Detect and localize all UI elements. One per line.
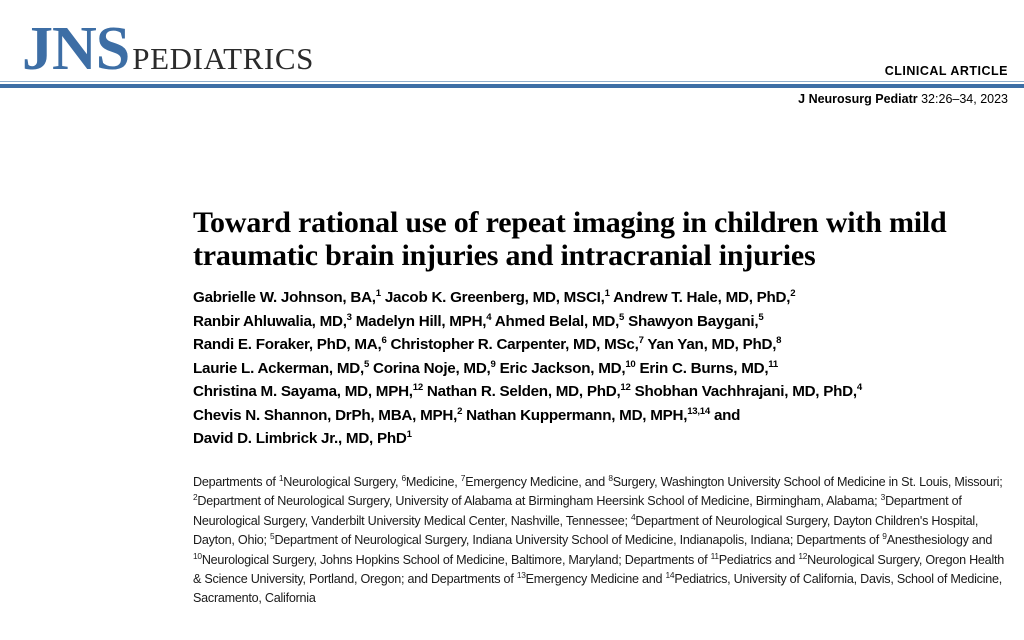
affiliation-marker: 7 bbox=[638, 334, 644, 346]
affiliation-marker: 2 bbox=[790, 287, 796, 299]
affiliation-marker: 9 bbox=[882, 531, 887, 542]
affiliation-marker: 10 bbox=[193, 550, 202, 561]
affiliation-marker: 9 bbox=[490, 358, 496, 370]
affiliations-block: Departments of 1Neurological Surgery, 6M… bbox=[193, 472, 1004, 606]
article-type-label: CLINICAL ARTICLE bbox=[884, 64, 1008, 78]
affiliation-marker: 13 bbox=[516, 569, 526, 580]
author-line: David D. Limbrick Jr., MD, PhD1 bbox=[193, 428, 412, 447]
affiliation-marker: 8 bbox=[608, 472, 613, 483]
author-list: Gabrielle W. Johnson, BA,1 Jacob K. Gree… bbox=[193, 286, 993, 451]
affiliation-marker: 12 bbox=[412, 381, 423, 393]
affiliation-marker: 12 bbox=[798, 550, 808, 561]
affiliation-marker: 10 bbox=[625, 358, 636, 370]
affiliation-marker: 1 bbox=[406, 428, 412, 440]
affiliation-marker: 4 bbox=[486, 311, 492, 323]
affiliation-marker: 5 bbox=[758, 311, 764, 323]
journal-logo-jns: JNS bbox=[22, 15, 130, 83]
affiliation-marker: 2 bbox=[193, 492, 198, 503]
author-line: Gabrielle W. Johnson, BA,1 Jacob K. Gree… bbox=[193, 287, 796, 306]
author-line: Christina M. Sayama, MD, MPH,12 Nathan R… bbox=[193, 381, 862, 400]
affiliation-marker: 11 bbox=[768, 358, 778, 370]
affiliation-marker: 4 bbox=[631, 511, 636, 522]
affiliation-marker: 5 bbox=[619, 311, 625, 323]
masthead-rule-hairline bbox=[0, 81, 1024, 82]
masthead: JNS PEDIATRICS CLINICAL ARTICLE J Neuros… bbox=[0, 0, 1024, 106]
citation-journal-name: J Neurosurg Pediatr bbox=[798, 92, 918, 106]
affiliation-marker: 6 bbox=[401, 472, 406, 483]
page-title: Toward rational use of repeat imaging in… bbox=[193, 206, 947, 273]
affiliation-marker: 5 bbox=[270, 531, 275, 542]
affiliation-marker: 11 bbox=[710, 550, 719, 561]
affiliation-marker: 13,14 bbox=[687, 405, 710, 417]
citation-volume-pages-year: 32:26–34, 2023 bbox=[921, 92, 1008, 106]
author-line: Laurie L. Ackerman, MD,5 Corina Noje, MD… bbox=[193, 358, 778, 377]
affiliation-marker: 12 bbox=[620, 381, 631, 393]
affiliation-marker: 6 bbox=[381, 334, 387, 346]
affiliation-marker: 3 bbox=[346, 311, 352, 323]
affiliation-marker: 1 bbox=[278, 472, 284, 483]
journal-citation: J Neurosurg Pediatr 32:26–34, 2023 bbox=[798, 92, 1008, 106]
author-line: Randi E. Foraker, PhD, MA,6 Christopher … bbox=[193, 334, 782, 353]
author-line: Chevis N. Shannon, DrPh, MBA, MPH,2 Nath… bbox=[193, 405, 741, 424]
affiliation-marker: 2 bbox=[457, 405, 463, 417]
author-line: Ranbir Ahluwalia, MD,3 Madelyn Hill, MPH… bbox=[193, 311, 764, 330]
journal-logo[interactable]: JNS PEDIATRICS bbox=[22, 18, 314, 80]
affiliation-marker: 5 bbox=[363, 358, 370, 370]
affiliation-marker: 7 bbox=[460, 472, 466, 483]
affiliation-marker: 1 bbox=[375, 287, 381, 299]
affiliation-marker: 14 bbox=[665, 569, 675, 580]
masthead-rule bbox=[0, 84, 1024, 88]
affiliation-marker: 3 bbox=[880, 492, 886, 503]
journal-logo-pediatrics: PEDIATRICS bbox=[132, 41, 314, 76]
affiliation-marker: 1 bbox=[604, 287, 610, 299]
affiliation-marker: 4 bbox=[856, 381, 862, 393]
affiliation-marker: 8 bbox=[776, 334, 782, 346]
